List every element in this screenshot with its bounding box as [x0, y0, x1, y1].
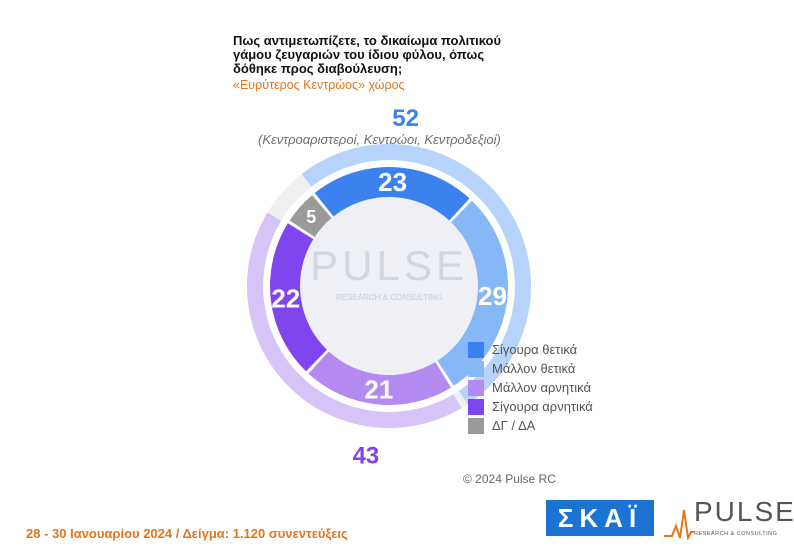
- legend-item-certainly-positive: Σίγουρα θετικά: [468, 340, 593, 359]
- legend-label-certainly-negative: Σίγουρα αρνητικά: [492, 399, 593, 414]
- pulse-logo: PULSE RESEARCH & CONSULTING: [664, 496, 794, 546]
- copyright-text: © 2024 Pulse RC: [463, 472, 556, 486]
- segment-label-4: 5: [306, 207, 316, 227]
- legend-item-rather-negative: Μάλλον αρνητικά: [468, 378, 593, 397]
- legend-swatch-certainly-positive: [468, 341, 484, 358]
- watermark-tagline: RESEARCH & CONSULTING: [336, 293, 442, 302]
- legend-item-rather-positive: Μάλλον θετικά: [468, 359, 593, 378]
- donut-segment-2: [308, 351, 452, 406]
- legend-item-dont-know: ΔΓ / ΔΑ: [468, 416, 593, 435]
- chart-subtitle: «Ευρύτερος Κεντρώος» χώρος: [233, 78, 405, 92]
- footer-date-sample: 28 - 30 Ιανουαρίου 2024 / Δείγμα: 1.120 …: [26, 526, 348, 541]
- pulse-wave-icon: [664, 509, 694, 540]
- legend-item-certainly-negative: Σίγουρα αρνητικά: [468, 397, 593, 416]
- legend-label-rather-positive: Μάλλον θετικά: [492, 361, 576, 376]
- watermark-brand: PULSE: [310, 242, 468, 289]
- legend-swatch-rather-negative: [468, 379, 484, 396]
- segment-label-3: 22: [271, 284, 300, 314]
- chart-title-line-1: Πως αντιμετωπίζετε, το δικαίωμα πολιτικο…: [233, 33, 502, 48]
- group-ring-0: [301, 144, 531, 405]
- skai-logo: ΣΚΑΪ: [546, 500, 654, 536]
- pulse-logo-tagline: RESEARCH & CONSULTING: [694, 531, 778, 537]
- segment-note: (Κεντροαριστεροί, Κεντρώοι, Κεντροδεξιοί…: [258, 132, 501, 147]
- legend-swatch-rather-positive: [468, 360, 484, 377]
- legend-label-rather-negative: Μάλλον αρνητικά: [492, 380, 592, 395]
- group-total-label-0: 52: [392, 105, 419, 132]
- group-ring-1: [246, 212, 462, 429]
- legend-label-certainly-positive: Σίγουρα θετικά: [492, 342, 578, 357]
- donut-segment-1: [437, 200, 508, 386]
- legend-swatch-dont-know: [468, 417, 484, 434]
- segment-label-0: 23: [378, 167, 407, 197]
- chart-title-block: Πως αντιμετωπίζετε, το δικαίωμα πολιτικο…: [233, 34, 573, 93]
- segment-label-2: 21: [364, 375, 393, 405]
- chart-title-line-2: γάμου ζευγαριών του ίδιου φύλου, όπως: [233, 47, 485, 62]
- skai-logo-text: ΣΚΑΪ: [557, 502, 643, 533]
- pulse-logo-word: PULSE: [694, 496, 794, 527]
- group-total-label-1: 43: [353, 442, 380, 469]
- chart-title-line-3: δόθηκε προς διαβούλευση;: [233, 61, 403, 76]
- legend-swatch-certainly-negative: [468, 398, 484, 415]
- donut-hole: [300, 197, 478, 375]
- donut-segment-0: [314, 167, 470, 221]
- donut-segment-3: [270, 223, 327, 372]
- donut-segment-4: [289, 195, 332, 238]
- legend-label-dont-know: ΔΓ / ΔΑ: [492, 418, 536, 433]
- segment-label-1: 29: [478, 281, 507, 311]
- chart-legend: Σίγουρα θετικά Μάλλον θετικά Μάλλον αρνη…: [468, 340, 593, 435]
